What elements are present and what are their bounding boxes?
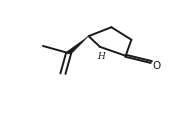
Polygon shape bbox=[66, 37, 89, 55]
Text: H: H bbox=[97, 51, 105, 60]
Text: O: O bbox=[152, 61, 160, 71]
